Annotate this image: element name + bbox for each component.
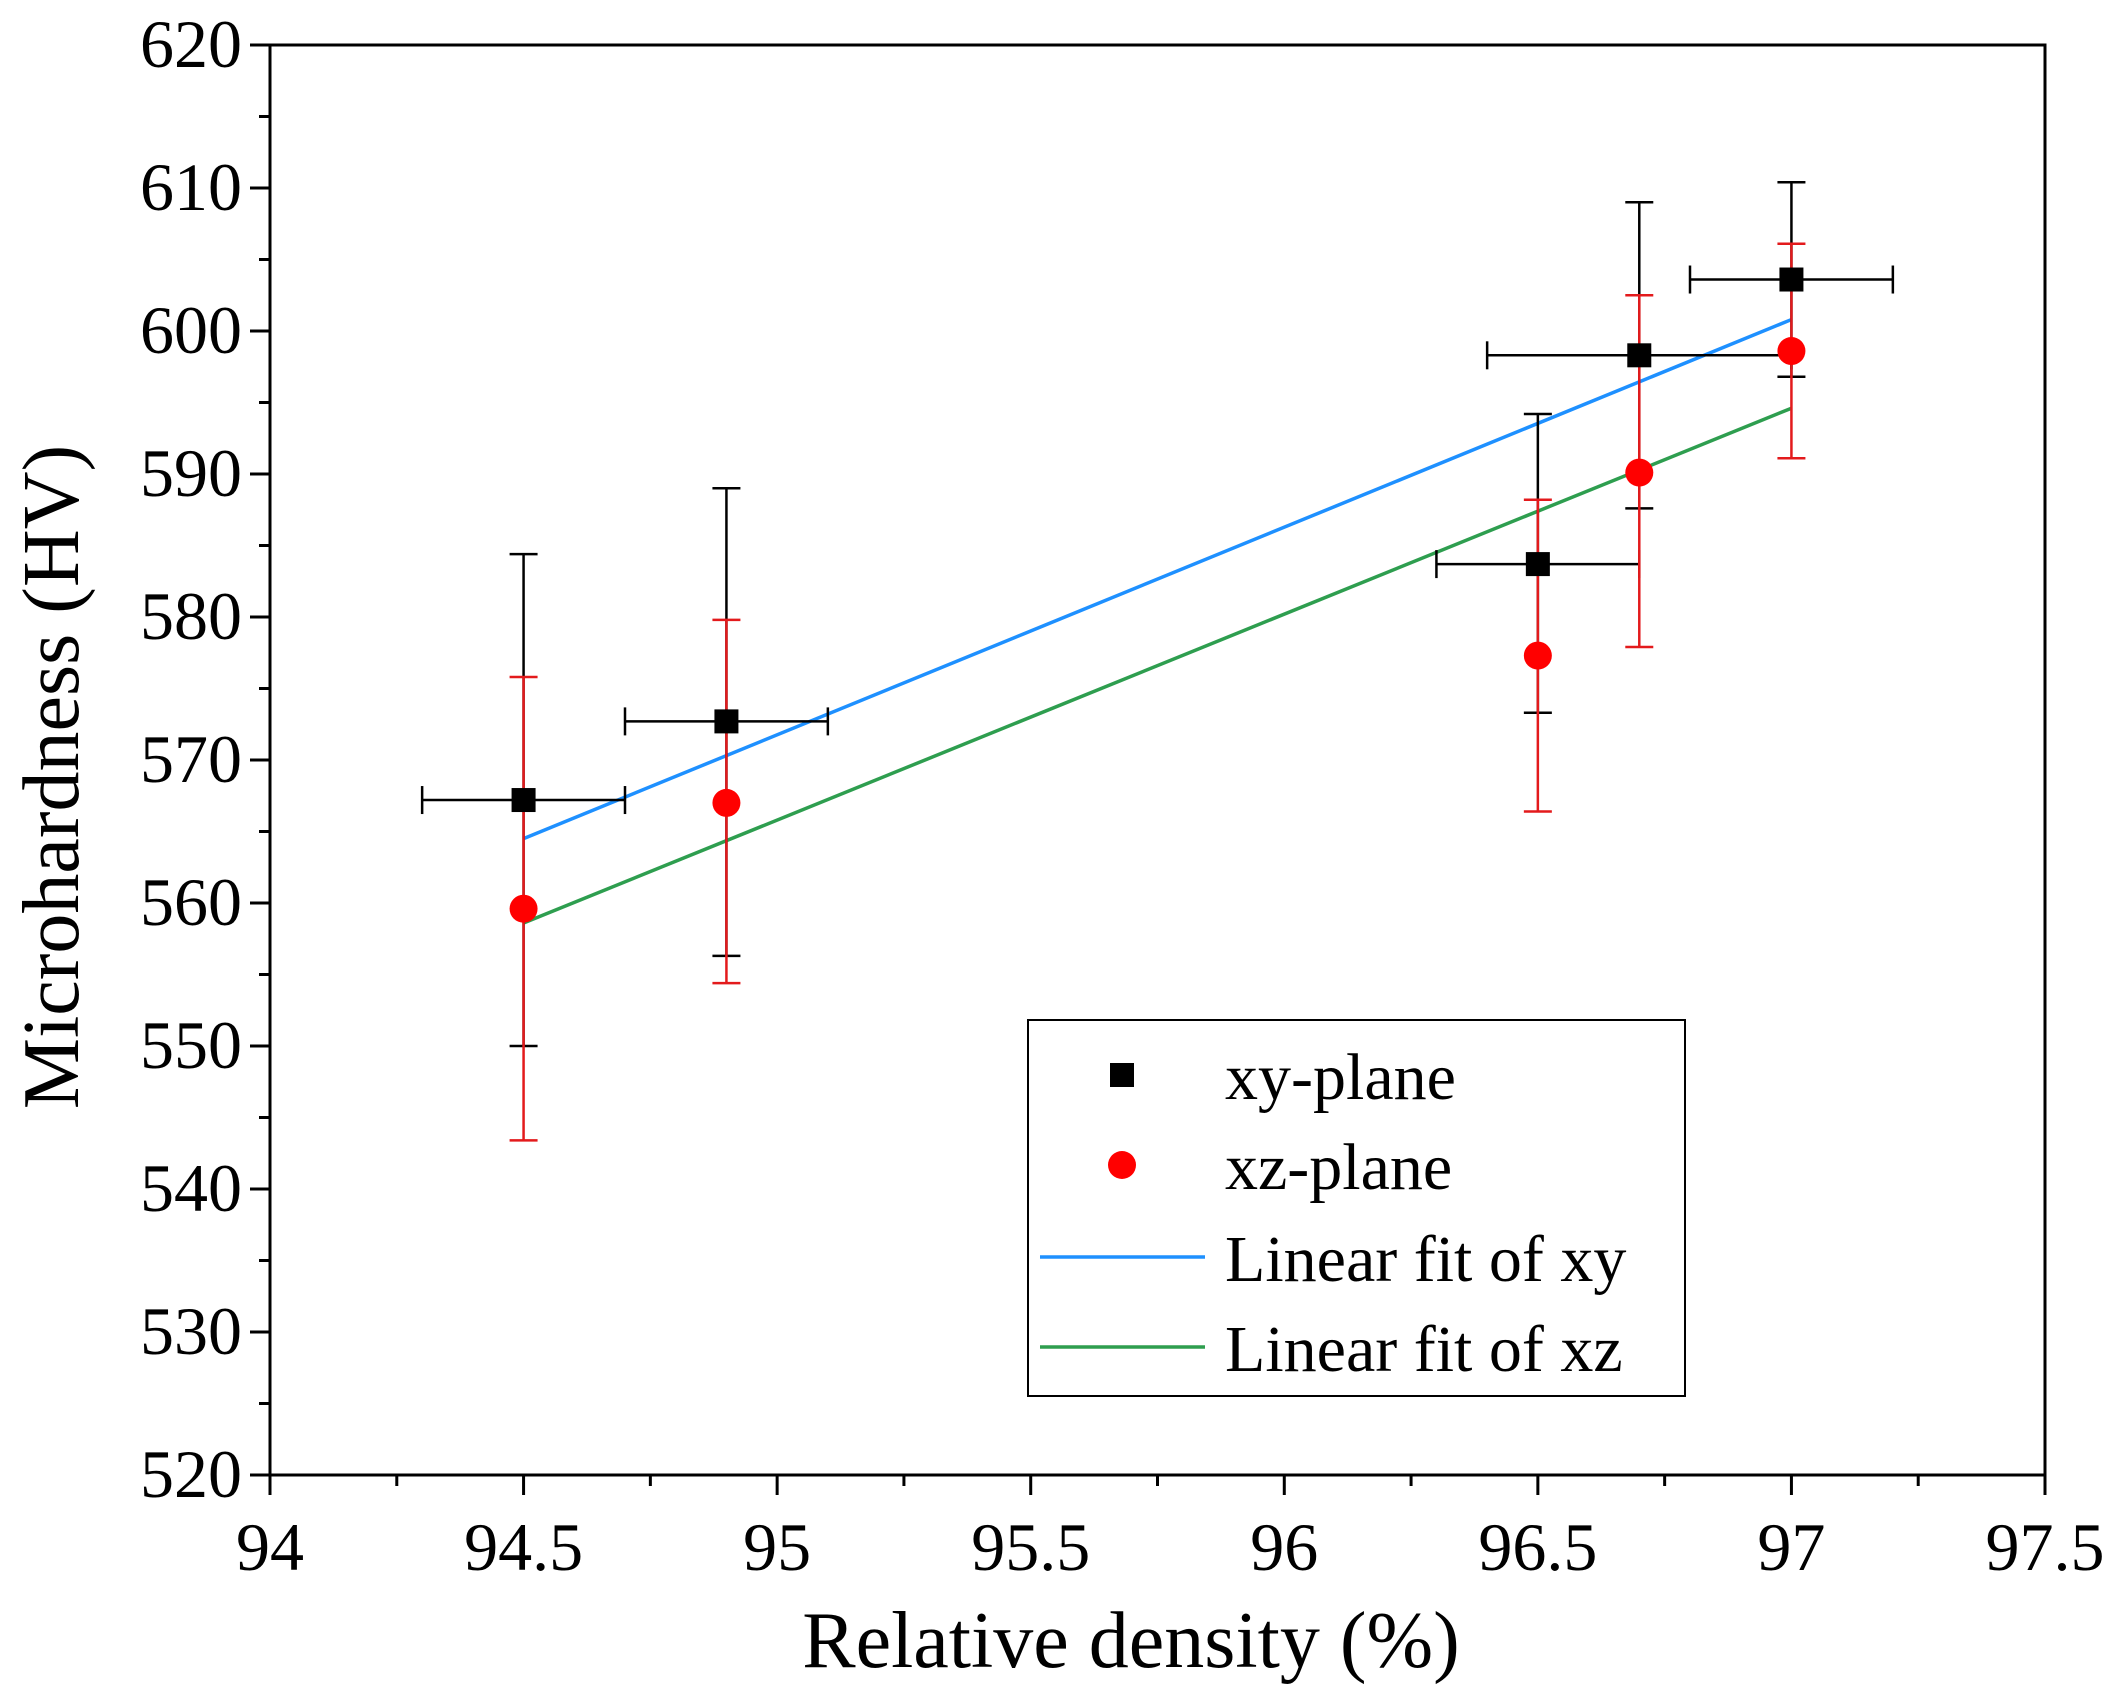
x-tick-label: 94.5 (464, 1509, 583, 1585)
data-points (509, 267, 1806, 923)
xz-plane-point (1625, 458, 1654, 487)
fit-line-linear-fit-of-xz (522, 406, 1793, 925)
xy-plane-point (511, 788, 536, 813)
tick-labels: 94 94.5 95 95.5 96 96.5 97 97.5 520 530 540 550 560 5… (140, 6, 2105, 1585)
error-bars (420, 181, 1895, 1142)
legend-label: xy-plane (1225, 1041, 1456, 1114)
x-tick-label: 96.5 (1478, 1509, 1597, 1585)
legend-box (1027, 1019, 1686, 1397)
x-tick-label: 94 (236, 1509, 304, 1585)
y-tick-label: 520 (140, 1436, 242, 1512)
xy-plane-point (714, 709, 739, 734)
fit-line-linear-fit-of-xy (522, 317, 1793, 841)
xz-plane-point (1523, 641, 1552, 670)
xz-plane-point (1777, 337, 1806, 366)
x-tick-label: 95 (743, 1509, 811, 1585)
legend-swatch-circle (1108, 1151, 1136, 1179)
y-tick-label: 580 (140, 578, 242, 654)
y-tick-label: 530 (140, 1293, 242, 1369)
legend: xy-plane xz-plane Linear fit of xy Linear f… (1027, 1019, 1686, 1397)
y-tick-label: 570 (140, 721, 242, 797)
y-tick-label: 560 (140, 864, 242, 940)
x-tick-label: 97 (1757, 1509, 1825, 1585)
x-tick-label: 97.5 (1986, 1509, 2105, 1585)
xy-plane-point (1779, 267, 1804, 292)
y-tick-label: 600 (140, 292, 242, 368)
legend-label: xz-plane (1225, 1131, 1452, 1204)
legend-swatch-square (1110, 1063, 1134, 1087)
xz-plane-point (509, 894, 538, 923)
x-tick-label: 95.5 (971, 1509, 1090, 1585)
legend-label: Linear fit of xz (1225, 1313, 1623, 1386)
y-tick-label: 620 (140, 6, 242, 82)
fit-lines (522, 317, 1793, 925)
xy-plane-point (1525, 552, 1550, 577)
y-tick-label: 540 (140, 1150, 242, 1226)
x-axis-label: Relative density (%) (802, 1597, 1460, 1685)
y-tick-label: 590 (140, 435, 242, 511)
legend-label: Linear fit of xy (1225, 1223, 1626, 1296)
y-tick-label: 550 (140, 1007, 242, 1083)
y-axis-label: Microhardness (HV) (8, 445, 96, 1109)
axis-ticks (250, 43, 2047, 1495)
x-tick-label: 96 (1250, 1509, 1318, 1585)
xy-plane-point (1627, 343, 1652, 368)
y-tick-label: 610 (140, 149, 242, 225)
xz-plane-point (712, 788, 741, 817)
